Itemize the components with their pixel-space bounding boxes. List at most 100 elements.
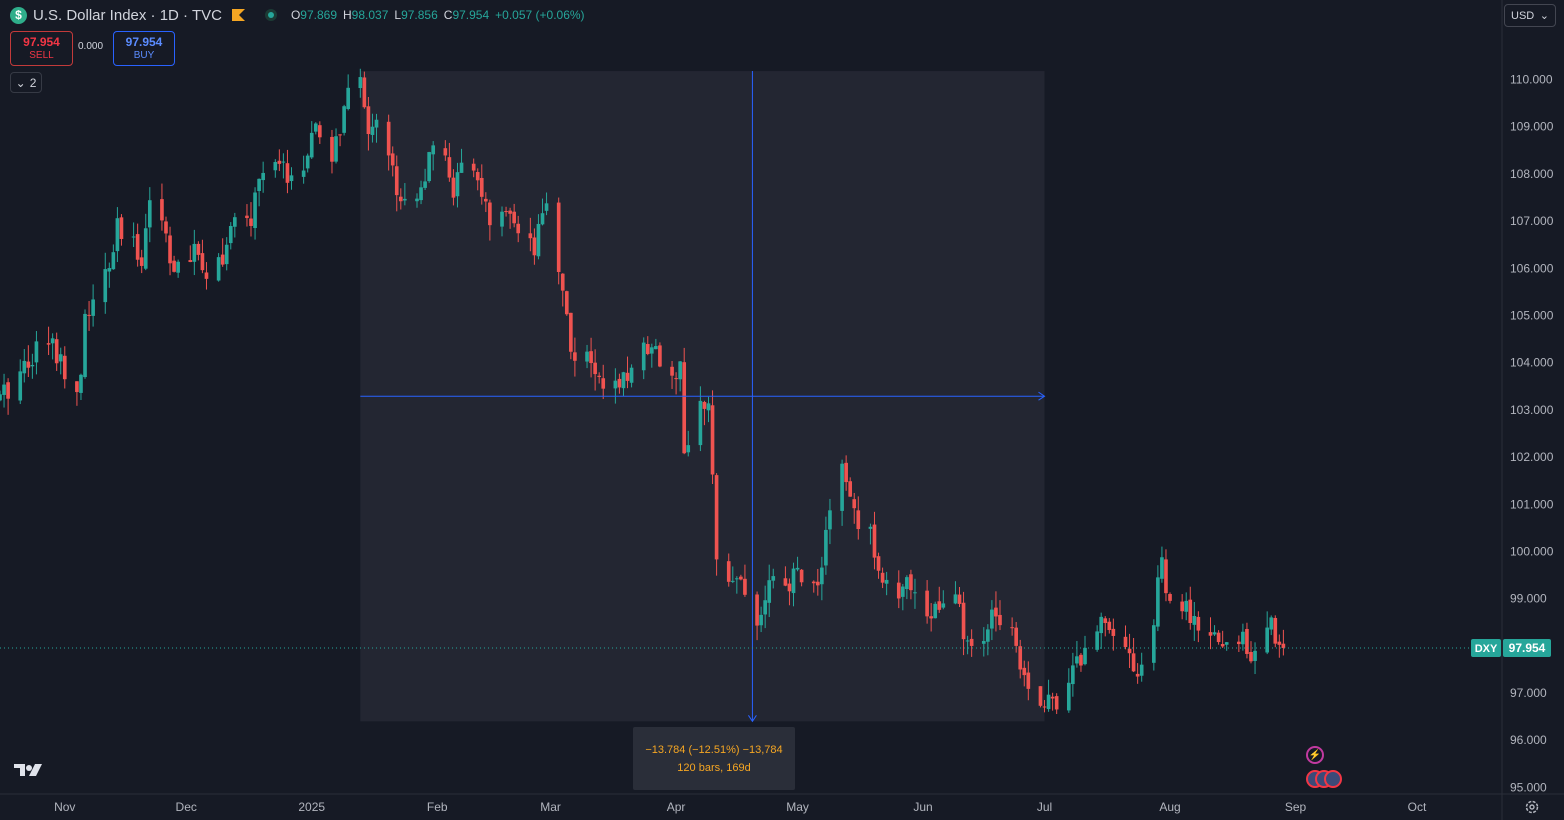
candle-body [1265, 627, 1270, 653]
candle [994, 591, 998, 632]
candle [305, 153, 310, 173]
candle-body [228, 226, 233, 244]
candle [1281, 629, 1286, 656]
candle-body [1216, 632, 1221, 643]
candle-body [1075, 656, 1079, 664]
buy-button[interactable]: 97.954 BUY [113, 31, 175, 66]
candle-body [824, 529, 828, 566]
candle [617, 373, 622, 394]
candle [1071, 652, 1075, 697]
candle-body [330, 136, 334, 162]
candle-body [1237, 641, 1241, 645]
candle-body [419, 187, 423, 201]
candle-body [617, 378, 622, 388]
candle-body [730, 580, 735, 582]
candle [998, 600, 1002, 631]
candle-body [1127, 648, 1132, 654]
candle [107, 262, 112, 288]
candle-body [394, 166, 399, 196]
candle-body [909, 574, 913, 591]
candle [1152, 619, 1156, 671]
candle [200, 239, 205, 274]
candle [386, 114, 391, 171]
candle [281, 153, 286, 179]
candle-body [913, 592, 917, 594]
candle [26, 345, 31, 378]
candle [913, 578, 917, 609]
candle [658, 342, 662, 368]
y-tick-label: 95.000 [1510, 780, 1547, 794]
candle-body [981, 640, 986, 644]
candle-body [706, 403, 711, 411]
candle-body [91, 299, 95, 316]
candle-body [479, 177, 484, 197]
candle-body [573, 352, 577, 361]
candle-body [305, 155, 310, 169]
candle [601, 364, 606, 400]
candle [929, 603, 933, 632]
event-lightning-icon[interactable]: ⚡ [1306, 746, 1324, 764]
candle [176, 259, 180, 278]
candle-body [1050, 696, 1055, 699]
symbol-title[interactable]: U.S. Dollar Index · 1D · TVC [33, 6, 222, 24]
x-tick-label: Apr [667, 800, 686, 814]
measure-tool[interactable] [360, 71, 1046, 723]
candle-body [346, 87, 350, 109]
candle [475, 168, 480, 191]
candle [532, 228, 537, 265]
candle-body [840, 463, 844, 511]
x-tick-label: Aug [1159, 800, 1180, 814]
candle-body [386, 121, 391, 156]
candle-body [1245, 629, 1249, 654]
candle-body [686, 445, 691, 453]
candle [488, 199, 492, 241]
candle-body [1038, 686, 1043, 706]
candle-body [585, 351, 589, 362]
candle [986, 624, 990, 656]
candle [787, 578, 792, 606]
tradingview-logo-icon[interactable] [14, 762, 44, 783]
candle-body [929, 616, 933, 619]
candle [1083, 635, 1087, 666]
candle [6, 378, 10, 415]
candle [654, 338, 658, 350]
candle-body [1224, 642, 1229, 645]
flag-icon[interactable] [231, 9, 245, 21]
candle [1237, 635, 1241, 652]
sell-button[interactable]: 97.954 SELL [10, 31, 73, 66]
candle [625, 356, 630, 389]
candle [536, 214, 541, 260]
candle-body [876, 556, 881, 571]
candle [815, 568, 820, 596]
candle-body [285, 163, 290, 183]
event-flag-icon[interactable] [1306, 770, 1342, 788]
indicators-toggle[interactable]: ⌄ 2 [10, 72, 42, 93]
last-price-tag: 97.954 [1509, 641, 1546, 655]
candle [573, 337, 577, 377]
x-tick-label: Jul [1037, 800, 1052, 814]
close-key: C [443, 8, 453, 22]
candle [1018, 639, 1023, 679]
market-open-icon[interactable] [264, 9, 277, 21]
candle [1220, 630, 1225, 649]
settings-gear-icon[interactable] [1524, 799, 1540, 815]
candle [273, 159, 278, 178]
buy-price: 97.954 [125, 34, 163, 49]
candle-body [799, 569, 804, 583]
candle [362, 71, 367, 109]
candle-body [176, 261, 180, 273]
currency-select[interactable]: USD ⌄ [1504, 4, 1556, 27]
candle-body [1168, 594, 1172, 601]
candle-body [811, 581, 816, 584]
candle-body [512, 211, 516, 224]
y-tick-label: 105.000 [1510, 308, 1554, 322]
candle-body [990, 609, 994, 629]
candle-body [398, 196, 403, 202]
candle [937, 586, 942, 613]
candle-body [443, 148, 448, 156]
candle [755, 591, 759, 641]
candle [459, 148, 464, 173]
candle [629, 364, 634, 388]
candle [160, 183, 164, 231]
